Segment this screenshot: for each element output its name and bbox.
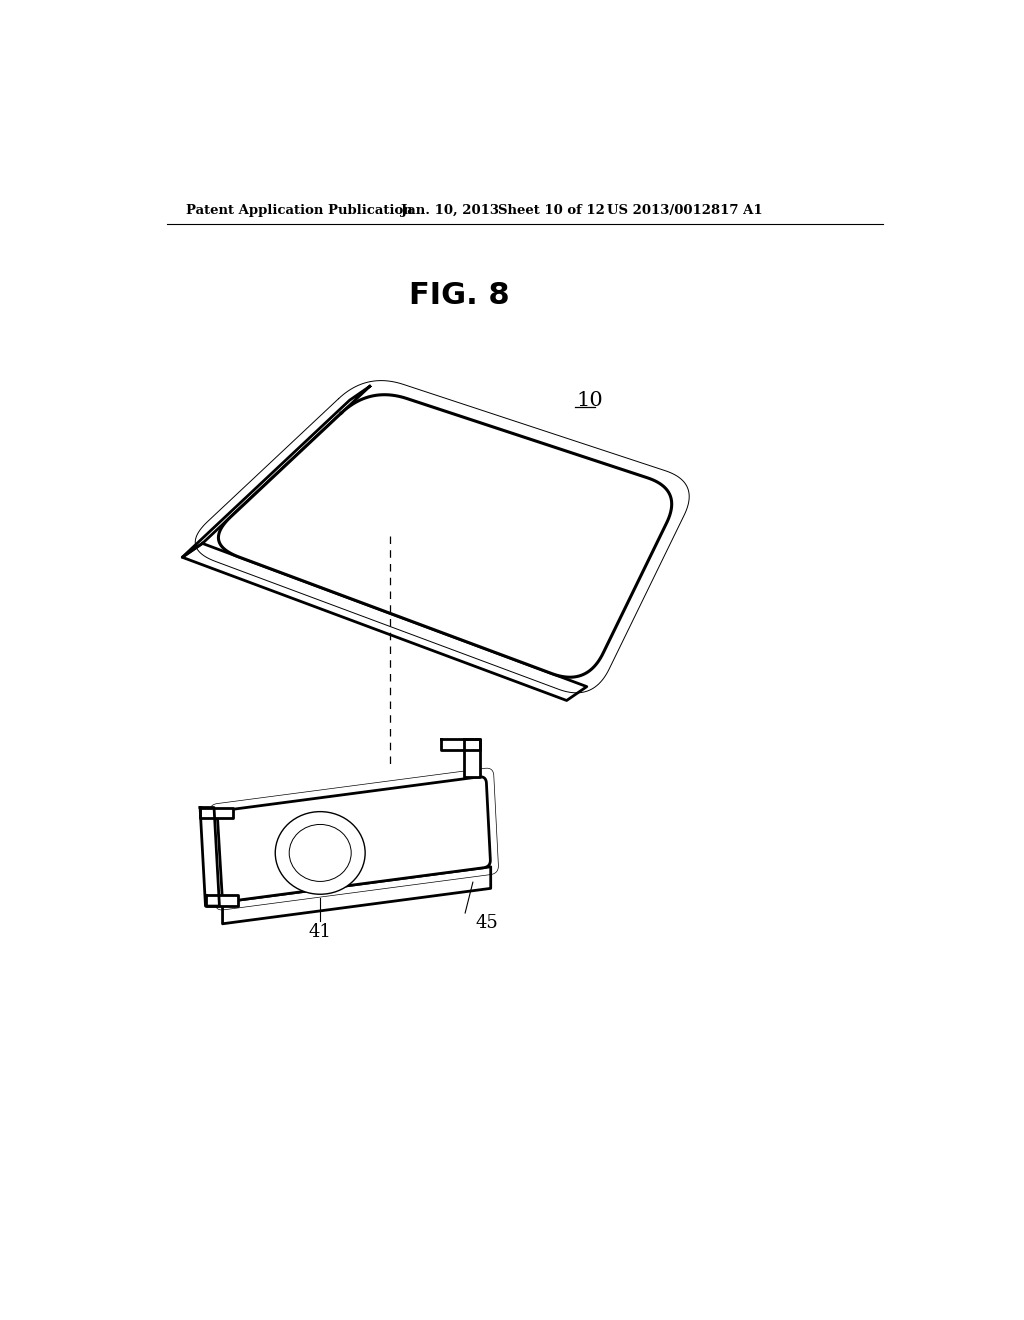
Polygon shape bbox=[182, 544, 587, 701]
Polygon shape bbox=[218, 395, 672, 677]
Polygon shape bbox=[441, 739, 480, 750]
Text: Jan. 10, 2013: Jan. 10, 2013 bbox=[400, 205, 499, 218]
Text: 10: 10 bbox=[575, 392, 603, 411]
Polygon shape bbox=[217, 776, 490, 902]
Text: FIG. 8: FIG. 8 bbox=[409, 281, 509, 310]
Text: Sheet 10 of 12: Sheet 10 of 12 bbox=[499, 205, 605, 218]
Polygon shape bbox=[206, 895, 238, 906]
Polygon shape bbox=[182, 387, 370, 557]
Text: Patent Application Publication: Patent Application Publication bbox=[186, 205, 413, 218]
Ellipse shape bbox=[289, 825, 351, 882]
Polygon shape bbox=[200, 808, 232, 818]
Polygon shape bbox=[200, 808, 219, 906]
Text: US 2013/0012817 A1: US 2013/0012817 A1 bbox=[607, 205, 763, 218]
Polygon shape bbox=[222, 867, 490, 924]
Ellipse shape bbox=[275, 812, 366, 894]
Text: 45: 45 bbox=[475, 913, 498, 932]
Text: 41: 41 bbox=[309, 923, 332, 941]
Polygon shape bbox=[464, 739, 480, 777]
